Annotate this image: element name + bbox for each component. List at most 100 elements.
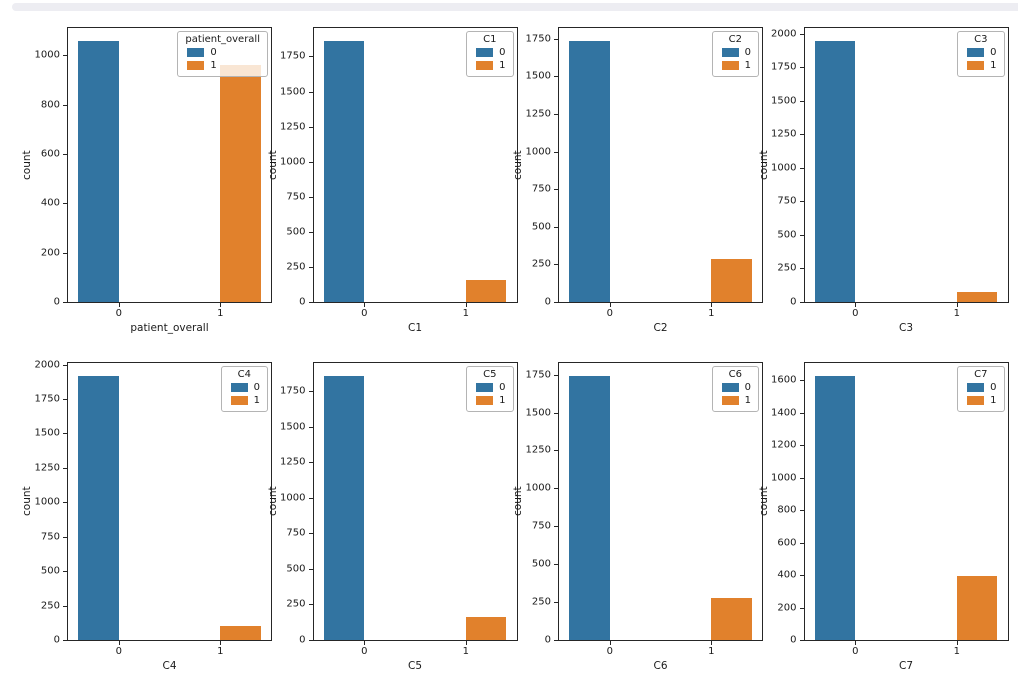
y-tick-label: 500 (286, 226, 306, 238)
y-tick-label: 0 (299, 634, 306, 646)
y-tick-mark (554, 38, 558, 40)
legend-title: C7 (974, 369, 988, 380)
legend-item: 0 (476, 47, 506, 58)
y-tick-mark (799, 67, 804, 69)
y-tick-label: 1400 (771, 407, 797, 419)
y-axis-label: count (512, 486, 524, 517)
x-tick-mark (364, 303, 366, 307)
y-tick-mark (799, 640, 804, 641)
x-tick-label: 0 (361, 308, 368, 319)
y-tick-mark (308, 391, 313, 393)
y-tick-label: 1750 (280, 385, 306, 397)
legend-label: 1 (499, 395, 506, 406)
legend-label: 0 (744, 382, 751, 393)
y-tick-label: 1500 (525, 70, 551, 82)
legend-label: 0 (990, 47, 997, 58)
legend-swatch-1-icon (230, 396, 248, 405)
legend-C5: C5 0 1 (466, 366, 514, 412)
y-tick-mark (554, 488, 558, 490)
y-tick-mark (799, 607, 804, 609)
x-tick-mark (609, 303, 611, 307)
y-tick-label: 500 (286, 563, 306, 575)
y-tick-mark (63, 398, 67, 400)
y-tick-mark (799, 477, 804, 479)
y-tick-mark (554, 640, 558, 641)
y-tick-label: 250 (286, 598, 306, 610)
legend-label: 1 (744, 395, 751, 406)
y-tick-label: 1000 (771, 162, 797, 174)
x-axis-label: C4 (162, 660, 177, 672)
y-tick-mark (799, 167, 804, 169)
x-tick-label: 1 (217, 646, 224, 657)
legend-patient_overall: patient_overall 0 1 (177, 31, 268, 77)
y-tick-label: 1250 (280, 456, 306, 468)
legend-item: 0 (187, 47, 260, 58)
y-tick-label: 1500 (525, 407, 551, 419)
x-tick-label: 0 (115, 646, 122, 657)
bar-C4-1 (220, 625, 261, 640)
y-tick-label: 1000 (34, 496, 60, 508)
legend-swatch-1-icon (967, 61, 985, 70)
y-tick-label: 1500 (771, 95, 797, 107)
x-tick-label: 0 (115, 308, 122, 319)
y-tick-label: 1200 (771, 439, 797, 451)
legend-swatch-1-icon (476, 396, 494, 405)
y-tick-mark (63, 252, 67, 254)
axes-C4: 0 250 500 750 1000 1250 1500 1750 2000 0 1 C4 0 1 coun… (21, 359, 272, 657)
y-tick-mark (308, 266, 313, 268)
y-tick-label: 400 (40, 197, 60, 209)
y-tick-mark (308, 196, 313, 198)
y-tick-mark (799, 33, 804, 35)
legend-label: 0 (990, 382, 997, 393)
subplot-C7: 0 200 400 600 800 1000 1200 1400 1600 0 1 C7 0 1 count… (754, 362, 1018, 682)
y-tick-label: 1250 (280, 121, 306, 133)
legend-label: 0 (499, 382, 506, 393)
y-tick-label: 2000 (771, 28, 797, 40)
y-tick-label: 750 (531, 520, 551, 532)
y-tick-mark (63, 55, 67, 57)
x-tick-label: 1 (953, 646, 960, 657)
y-tick-mark (308, 56, 313, 58)
x-tick-label: 1 (217, 308, 224, 319)
y-tick-mark (554, 450, 558, 452)
y-tick-mark (63, 640, 67, 641)
x-tick-label: 0 (852, 646, 859, 657)
y-tick-mark (799, 445, 804, 447)
legend-swatch-1-icon (721, 396, 739, 405)
bar-C4-0 (78, 376, 119, 640)
legend-item: 0 (721, 382, 751, 393)
legend-title: patient_overall (185, 34, 260, 45)
x-axis-label: C2 (653, 322, 668, 334)
y-tick-label: 500 (531, 558, 551, 570)
y-tick-label: 250 (777, 262, 797, 274)
x-tick-mark (364, 641, 366, 645)
legend-label: 1 (744, 60, 751, 71)
y-tick-label: 1000 (280, 492, 306, 504)
legend-swatch-0-icon (476, 48, 494, 57)
y-tick-label: 600 (40, 148, 60, 160)
y-tick-mark (554, 264, 558, 266)
y-tick-mark (799, 412, 804, 414)
y-tick-label: 750 (286, 191, 306, 203)
x-tick-mark (220, 641, 222, 645)
y-tick-mark (308, 161, 313, 163)
x-axis-label: C6 (653, 660, 668, 672)
y-axis-label: count (21, 150, 33, 180)
y-tick-label: 0 (790, 296, 797, 308)
y-tick-mark (554, 526, 558, 528)
y-tick-mark (308, 497, 313, 499)
y-tick-label: 250 (40, 600, 60, 612)
y-tick-label: 1250 (34, 462, 60, 474)
y-tick-label: 1500 (280, 421, 306, 433)
y-tick-mark (308, 604, 313, 606)
subplot-C1: 0 250 500 750 1000 1250 1500 1750 0 1 C1 0 1 count C1 (263, 27, 538, 345)
legend-item: 1 (187, 60, 260, 71)
y-tick-mark (308, 91, 313, 93)
legend-label: 1 (210, 60, 217, 71)
legend-label: 1 (253, 395, 260, 406)
legend-C4: C4 0 1 (220, 366, 268, 412)
y-tick-mark (63, 571, 67, 573)
y-tick-label: 200 (777, 602, 797, 614)
x-axis-label: patient_overall (130, 322, 209, 334)
